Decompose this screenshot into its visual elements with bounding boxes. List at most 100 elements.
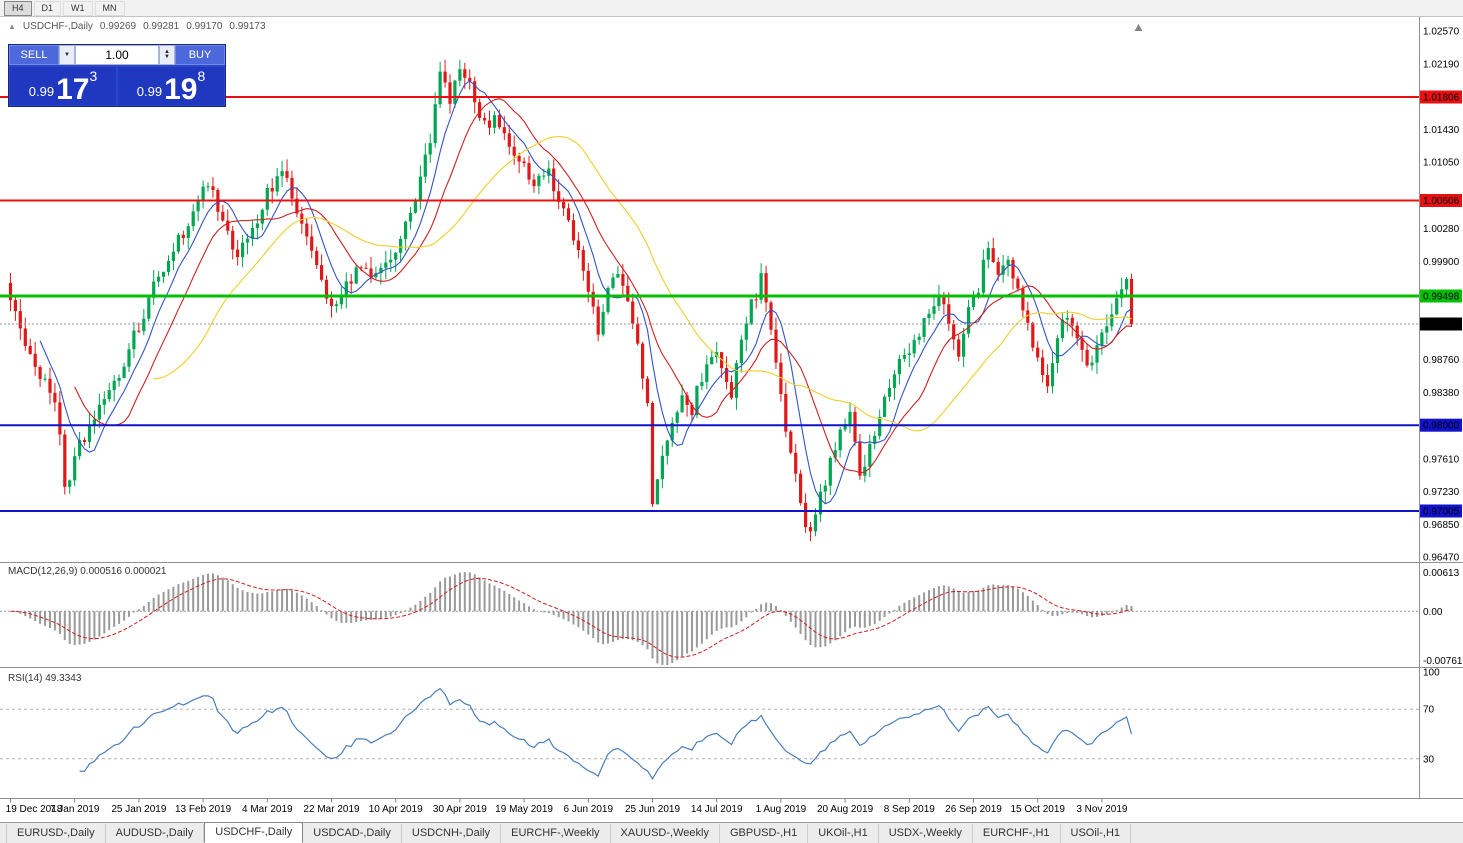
rsi-indicator-title: RSI(14) 49.3343 — [8, 673, 82, 684]
svg-text:7 Jan 2019: 7 Jan 2019 — [50, 804, 100, 815]
ask-price-big: 19 — [164, 73, 198, 106]
high-value: 0.99281 — [143, 21, 180, 32]
svg-text:0.96470: 0.96470 — [1423, 553, 1460, 564]
timeframe-button-d1[interactable]: D1 — [33, 0, 62, 16]
one-click-trading-panel: SELL ▼ 1.00 ▲ ▼ BUY 0.99 17 3 0.99 19 8 — [8, 44, 226, 107]
chart-tab-gbpusdh1[interactable]: GBPUSD-,H1 — [720, 824, 809, 843]
svg-text:8 Sep 2019: 8 Sep 2019 — [884, 804, 936, 815]
svg-text:0.98380: 0.98380 — [1423, 388, 1460, 399]
svg-text:13 Feb 2019: 13 Feb 2019 — [175, 804, 232, 815]
svg-text:30: 30 — [1423, 754, 1435, 765]
volume-stepper[interactable]: ▲ ▼ — [159, 45, 175, 65]
svg-text:19 Dec 2018: 19 Dec 2018 — [6, 804, 63, 815]
chart-tab-eurusddaily[interactable]: EURUSD-,Daily — [6, 824, 106, 843]
chart-shift-marker-icon[interactable] — [1134, 24, 1143, 31]
price-chart[interactable]: 1.02570 1.02190 1.01430 1.01050 1.00280 0.999… — [0, 17, 1463, 822]
svg-text:70: 70 — [1423, 705, 1435, 716]
chevron-down-icon: ▼ — [164, 54, 170, 60]
rsi-panel: 100 70 30 — [0, 668, 1440, 780]
svg-text:0.97230: 0.97230 — [1423, 487, 1460, 498]
volume-input[interactable]: 1.00 — [75, 45, 159, 65]
horizontal-level-lines[interactable] — [0, 24, 1419, 512]
svg-text:0.98760: 0.98760 — [1423, 355, 1460, 366]
timeframe-button-mn[interactable]: MN — [94, 0, 125, 16]
svg-text:0.98000: 0.98000 — [1423, 421, 1460, 432]
svg-text:30 Apr 2019: 30 Apr 2019 — [433, 804, 487, 815]
svg-text:19 May 2019: 19 May 2019 — [495, 804, 553, 815]
ma-14-line — [74, 98, 1132, 474]
svg-text:14 Jul 2019: 14 Jul 2019 — [691, 804, 743, 815]
svg-text:0.96850: 0.96850 — [1423, 520, 1460, 531]
svg-text:0.00613: 0.00613 — [1423, 568, 1460, 579]
chevron-up-icon: ▲ — [164, 49, 170, 55]
current-price-label — [1420, 317, 1462, 331]
ask-price-prefix: 0.99 — [136, 84, 163, 99]
collapse-panel-icon[interactable]: ▲ — [8, 22, 16, 31]
chart-tab-usoilh1[interactable]: USOil-,H1 — [1061, 824, 1132, 843]
rsi-line — [79, 687, 1133, 780]
buy-button[interactable]: BUY — [175, 45, 225, 65]
moving-averages — [39, 80, 1132, 505]
ma-30-line — [153, 135, 1132, 432]
chart-tab-ukoilh1[interactable]: UKOil-,H1 — [808, 824, 879, 843]
price-axis[interactable]: 1.02570 1.02190 1.01430 1.01050 1.00280 0.999… — [1420, 27, 1462, 564]
svg-text:25 Jan 2019: 25 Jan 2019 — [111, 804, 166, 815]
level-price-label — [1420, 418, 1462, 432]
svg-text:6 Jun 2019: 6 Jun 2019 — [564, 804, 614, 815]
macd-signal-line — [10, 577, 1132, 658]
timeframe-button-w1[interactable]: W1 — [63, 0, 93, 16]
panel-frames — [0, 17, 1463, 799]
svg-text:22 Mar 2019: 22 Mar 2019 — [303, 804, 360, 815]
svg-text:0.99900: 0.99900 — [1423, 257, 1460, 268]
chart-tab-usdcnhdaily[interactable]: USDCNH-,Daily — [402, 824, 502, 843]
timeframe-button-h4[interactable]: H4 — [4, 0, 32, 16]
svg-text:0.97005: 0.97005 — [1423, 507, 1460, 518]
chart-tab-eurchfh1[interactable]: EURCHF-,H1 — [973, 824, 1061, 843]
timeframe-toolbar: H4 D1 W1 MN — [0, 0, 1463, 17]
svg-text:1.01806: 1.01806 — [1423, 93, 1460, 104]
bid-price-prefix: 0.99 — [28, 84, 55, 99]
bid-price[interactable]: 0.99 17 3 — [10, 67, 116, 105]
svg-text:0.97610: 0.97610 — [1423, 454, 1460, 465]
svg-text:1.00280: 1.00280 — [1423, 224, 1460, 235]
svg-text:1.02190: 1.02190 — [1423, 59, 1460, 70]
svg-text:4 Mar 2019: 4 Mar 2019 — [242, 804, 293, 815]
level-price-label — [1420, 194, 1462, 207]
level-price-label — [1420, 90, 1462, 104]
symbol-label: USDCHF-,Daily — [22, 21, 93, 32]
chart-tab-eurchfweekly[interactable]: EURCHF-,Weekly — [501, 824, 611, 843]
ask-price-sup: 8 — [197, 68, 206, 84]
svg-text:100: 100 — [1423, 668, 1440, 679]
ma-7-line — [39, 80, 1132, 505]
svg-text:1 Aug 2019: 1 Aug 2019 — [756, 804, 807, 815]
sell-button[interactable]: SELL — [9, 45, 59, 65]
svg-text:0.99173: 0.99173 — [1423, 320, 1460, 331]
open-value: 0.99269 — [99, 21, 137, 32]
volume-dropdown-button[interactable]: ▼ — [59, 45, 75, 65]
chart-tab-usdchfdaily[interactable]: USDCHF-,Daily — [204, 822, 304, 843]
low-value: 0.99170 — [186, 21, 223, 32]
svg-text:1.00606: 1.00606 — [1423, 196, 1460, 207]
svg-text:0.00: 0.00 — [1423, 607, 1443, 618]
macd-panel: 0.00613 0.00 -0.007612 — [0, 568, 1463, 667]
chart-tab-xauusdweekly[interactable]: XAUUSD-,Weekly — [611, 824, 720, 843]
svg-text:20 Aug 2019: 20 Aug 2019 — [817, 804, 874, 815]
candlestick-series — [8, 59, 1134, 542]
level-price-label — [1420, 504, 1462, 518]
svg-text:1.01430: 1.01430 — [1423, 125, 1460, 136]
chart-tab-audusddaily[interactable]: AUDUSD-,Daily — [106, 824, 205, 843]
svg-text:15 Oct 2019: 15 Oct 2019 — [1010, 804, 1065, 815]
svg-text:25 Jun 2019: 25 Jun 2019 — [625, 804, 680, 815]
svg-text:10 Apr 2019: 10 Apr 2019 — [369, 804, 423, 815]
svg-text:1.01050: 1.01050 — [1423, 158, 1460, 169]
chart-tab-usdcaddaily[interactable]: USDCAD-,Daily — [303, 824, 402, 843]
chart-tab-usdxweekly[interactable]: USDX-,Weekly — [879, 824, 973, 843]
svg-text:0.99498: 0.99498 — [1423, 292, 1460, 303]
svg-text:1.02570: 1.02570 — [1423, 27, 1460, 38]
chevron-down-icon: ▼ — [64, 52, 70, 58]
macd-indicator-title: MACD(12,26,9) 0.000516 0.000021 — [8, 566, 167, 577]
ask-price[interactable]: 0.99 19 8 — [118, 67, 224, 105]
chart-tabs-bar: EURUSD-,Daily AUDUSD-,Daily USDCHF-,Daily U… — [0, 822, 1463, 843]
